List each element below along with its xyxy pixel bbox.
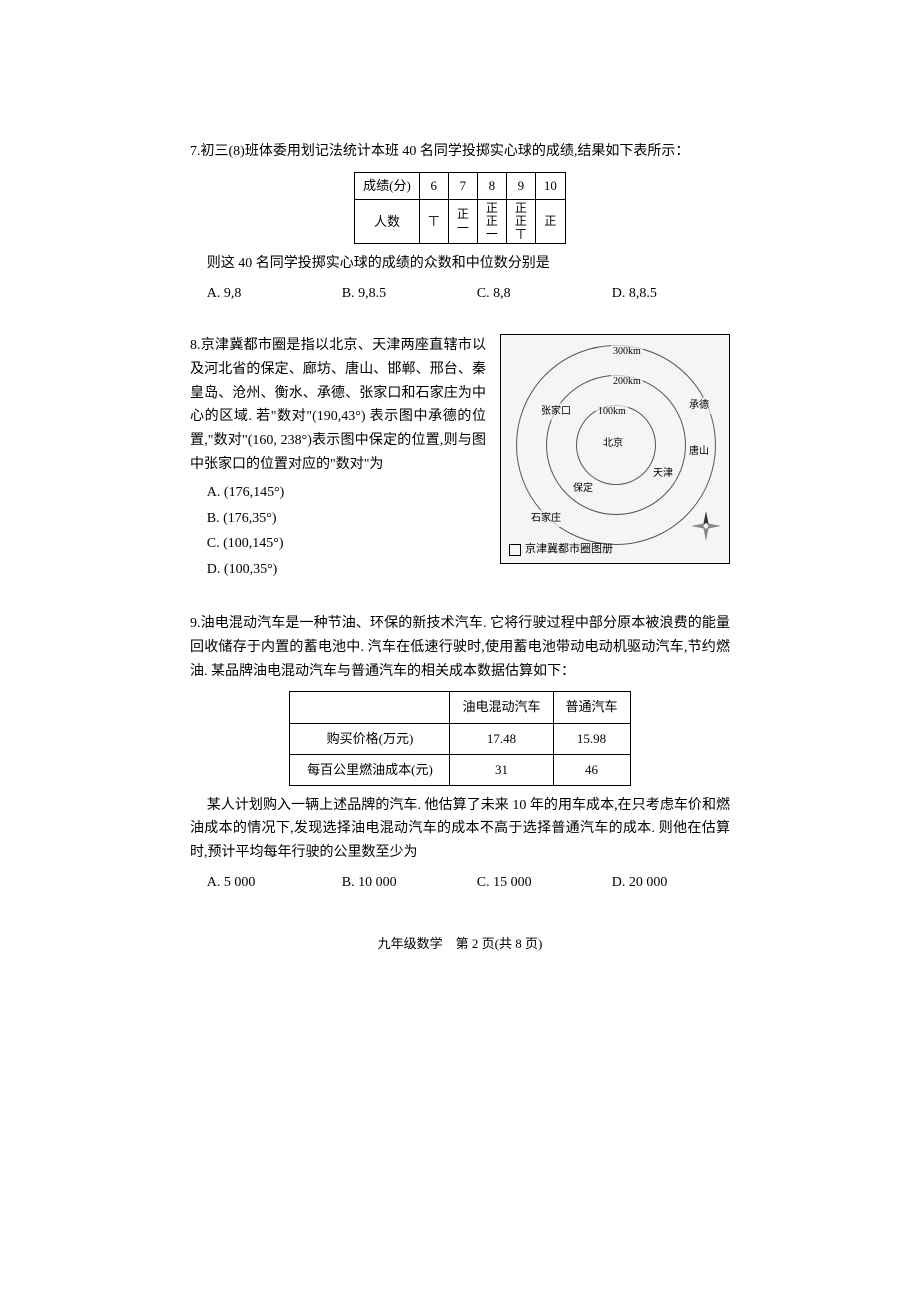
city-beijing: 北京 — [601, 435, 625, 452]
city-chengde: 承德 — [687, 397, 711, 414]
q9-option-a: A. 5 000 — [190, 871, 325, 895]
q7-stem: 7.初三(8)班体委用划记法统计本班 40 名同学投掷实心球的成绩,结果如下表所… — [190, 140, 730, 164]
q7-tally-4: 正正ㄒ — [506, 199, 535, 244]
q9-row2-normal: 46 — [553, 754, 630, 785]
q7-tally-1: ㄒ — [419, 199, 448, 244]
question-9: 9.油电混动汽车是一种节油、环保的新技术汽车. 它将行驶过程中部分原本被浪费的能… — [190, 612, 730, 895]
q7-score-1: 6 — [419, 172, 448, 199]
q9-row1-label: 购买价格(万元) — [290, 723, 450, 754]
q9-option-d: D. 20 000 — [595, 871, 730, 895]
q9-th-hybrid: 油电混动汽车 — [450, 692, 553, 723]
q7-number: 7. — [190, 144, 201, 159]
q7-tally-5: 正 — [535, 199, 565, 244]
q8-option-d: D. (100,35°) — [207, 558, 486, 582]
q9-row2-hybrid: 31 — [450, 754, 553, 785]
q9-th-normal: 普通汽车 — [553, 692, 630, 723]
map-label-100km: 100km — [596, 403, 628, 420]
q7-score-5: 10 — [535, 172, 565, 199]
q9-cost-table: 油电混动汽车 普通汽车 购买价格(万元) 17.48 15.98 每百公里燃油成… — [289, 691, 630, 785]
city-zhangjiakou: 张家口 — [539, 403, 573, 420]
q7-option-d: D. 8,8.5 — [595, 282, 730, 306]
map-label-300km: 300km — [611, 343, 643, 360]
q9-option-c: C. 15 000 — [460, 871, 595, 895]
q9-options: A. 5 000 B. 10 000 C. 15 000 D. 20 000 — [190, 871, 730, 895]
map-label-200km: 200km — [611, 373, 643, 390]
q8-option-b: B. (176,35°) — [207, 507, 486, 531]
q7-conclusion: 则这 40 名同学投掷实心球的成绩的众数和中位数分别是 — [190, 252, 730, 276]
q7-score-3: 8 — [477, 172, 506, 199]
city-tangshan: 唐山 — [687, 443, 711, 460]
q7-tally-table: 成绩(分) 6 7 8 9 10 人数 ㄒ 正一 正正一 正正ㄒ 正 — [354, 172, 566, 245]
q7-tally-2: 正一 — [448, 199, 477, 244]
q9-para1: 9.油电混动汽车是一种节油、环保的新技术汽车. 它将行驶过程中部分原本被浪费的能… — [190, 612, 730, 683]
q7-options: A. 9,8 B. 9,8.5 C. 8,8 D. 8,8.5 — [190, 282, 730, 306]
q9-th-blank — [290, 692, 450, 723]
q8-stem: 8.京津冀都市圈是指以北京、天津两座直辖市以及河北省的保定、廊坊、唐山、邯郸、邢… — [190, 334, 486, 477]
q7-count-label: 人数 — [355, 199, 420, 244]
q8-number: 8. — [190, 338, 201, 353]
q8-option-a: A. (176,145°) — [207, 481, 486, 505]
city-tianjin: 天津 — [651, 465, 675, 482]
compass-icon — [691, 511, 721, 541]
q9-para2: 某人计划购入一辆上述品牌的汽车. 他估算了未来 10 年的用车成本,在只考虑车价… — [190, 794, 730, 865]
q7-text: 初三(8)班体委用划记法统计本班 40 名同学投掷实心球的成绩,结果如下表所示： — [201, 144, 690, 159]
q7-score-2: 7 — [448, 172, 477, 199]
q9-row1-hybrid: 17.48 — [450, 723, 553, 754]
q8-options: A. (176,145°) B. (176,35°) C. (100,145°)… — [190, 481, 486, 582]
q8-option-c: C. (100,145°) — [207, 532, 486, 556]
map-title-bar: 京津冀都市圈图册 — [509, 540, 613, 559]
question-7: 7.初三(8)班体委用划记法统计本班 40 名同学投掷实心球的成绩,结果如下表所… — [190, 140, 730, 306]
city-baoding: 保定 — [571, 480, 595, 497]
q9-row2-label: 每百公里燃油成本(元) — [290, 754, 450, 785]
q7-option-b: B. 9,8.5 — [325, 282, 460, 306]
q9-row1-normal: 15.98 — [553, 723, 630, 754]
q9-option-b: B. 10 000 — [325, 871, 460, 895]
map-title-text: 京津冀都市圈图册 — [525, 540, 613, 559]
q9-number: 9. — [190, 616, 201, 631]
q8-text: 京津冀都市圈是指以北京、天津两座直辖市以及河北省的保定、廊坊、唐山、邯郸、邢台、… — [190, 338, 486, 472]
city-shijiazhuang: 石家庄 — [529, 510, 563, 527]
map-title-icon — [509, 544, 521, 556]
q7-option-a: A. 9,8 — [190, 282, 325, 306]
q7-score-4: 9 — [506, 172, 535, 199]
q7-score-header: 成绩(分) — [355, 172, 420, 199]
page-footer: 九年级数学 第 2 页(共 8 页) — [0, 933, 920, 952]
q9-para1-text: 油电混动汽车是一种节油、环保的新技术汽车. 它将行驶过程中部分原本被浪费的能量回… — [190, 616, 730, 679]
q8-map: 300km 200km 100km 张家口 承德 北京 天津 唐山 保定 石家庄 — [500, 334, 730, 564]
question-8: 8.京津冀都市圈是指以北京、天津两座直辖市以及河北省的保定、廊坊、唐山、邯郸、邢… — [190, 334, 730, 584]
q7-tally-3: 正正一 — [477, 199, 506, 244]
q7-option-c: C. 8,8 — [460, 282, 595, 306]
